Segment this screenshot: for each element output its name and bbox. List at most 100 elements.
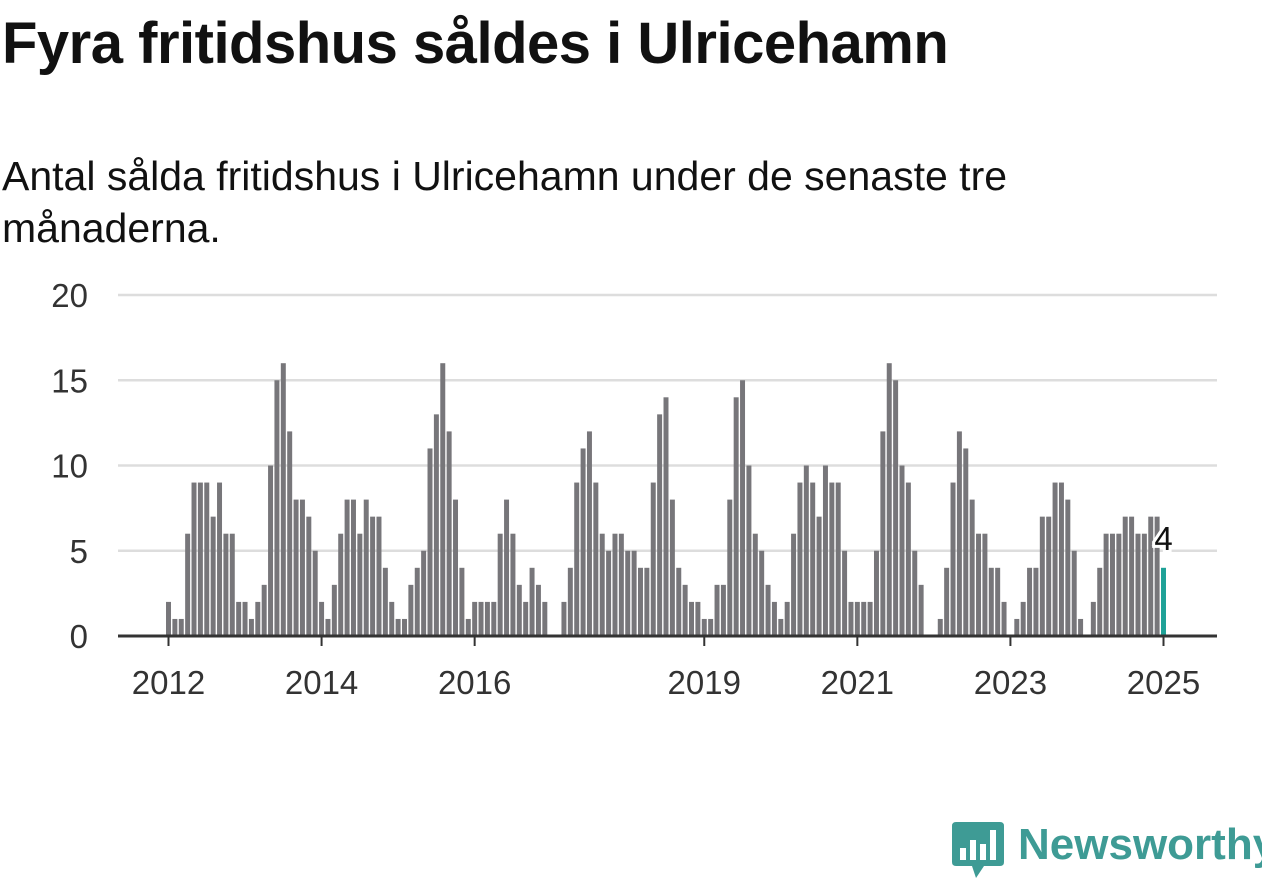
bar — [784, 601, 790, 636]
bar — [204, 482, 210, 636]
bar — [861, 601, 867, 636]
bar — [395, 618, 401, 636]
bar — [899, 465, 905, 636]
bar — [1014, 618, 1020, 636]
bar — [453, 499, 459, 636]
x-tick-label: 2021 — [821, 664, 894, 701]
bar — [312, 550, 318, 636]
bar — [893, 380, 899, 636]
bar — [1020, 601, 1026, 636]
bar — [1046, 516, 1052, 636]
bar — [223, 533, 229, 636]
bar — [217, 482, 223, 636]
bar — [886, 363, 892, 636]
bar — [319, 601, 325, 636]
bar — [344, 499, 350, 636]
bar — [650, 482, 656, 636]
y-axis: 0 5 10 15 20 — [51, 277, 88, 655]
bar — [778, 618, 784, 636]
bar — [185, 533, 191, 636]
bar — [1033, 567, 1039, 636]
x-tick-label: 2025 — [1127, 664, 1200, 701]
bar — [1078, 618, 1084, 636]
bar — [293, 499, 299, 636]
bar — [561, 601, 567, 636]
bar — [357, 533, 363, 636]
bar — [376, 516, 382, 636]
bar — [644, 567, 650, 636]
bar — [625, 550, 631, 636]
bar — [1001, 601, 1007, 636]
annotation: 4 — [1151, 517, 1175, 560]
bar — [854, 601, 860, 636]
bar — [299, 499, 305, 636]
bar — [663, 397, 669, 636]
bar — [689, 601, 695, 636]
bar — [759, 550, 765, 636]
bar — [835, 482, 841, 636]
bar — [842, 550, 848, 636]
bar — [969, 499, 975, 636]
bar — [516, 584, 522, 636]
bar — [484, 601, 490, 636]
bar — [708, 618, 714, 636]
bar — [873, 550, 879, 636]
bar — [963, 448, 969, 636]
x-tick-label: 2014 — [285, 664, 358, 701]
bar — [912, 550, 918, 636]
bar — [1052, 482, 1058, 636]
bar — [1109, 533, 1115, 636]
annotation-label: 4 — [1154, 520, 1172, 557]
bar — [950, 482, 956, 636]
bar — [1027, 567, 1033, 636]
x-tick-label: 2016 — [438, 664, 511, 701]
bar — [491, 601, 497, 636]
bar — [197, 482, 203, 636]
bar — [682, 584, 688, 636]
bar — [720, 584, 726, 636]
bar — [797, 482, 803, 636]
bar — [740, 380, 746, 636]
bar — [402, 618, 407, 636]
bar — [1097, 567, 1103, 636]
chart-bubble-icon — [952, 822, 1004, 878]
bar — [746, 465, 752, 636]
bar — [612, 533, 618, 636]
bar — [1103, 533, 1109, 636]
bar — [593, 482, 599, 636]
bar — [414, 567, 420, 636]
bar — [1154, 516, 1160, 636]
bar — [229, 533, 235, 636]
bar — [363, 499, 369, 636]
bar — [574, 482, 580, 636]
newsworthy-logo: Newsworthy — [952, 820, 1262, 878]
bar — [669, 499, 675, 636]
bar — [255, 601, 261, 636]
bar — [944, 567, 950, 636]
bar — [771, 601, 777, 636]
bar — [580, 448, 586, 636]
bar — [829, 482, 835, 636]
bar — [465, 618, 471, 636]
bar — [427, 448, 433, 636]
bar — [848, 601, 854, 636]
bar — [1065, 499, 1071, 636]
bar — [599, 533, 605, 636]
chart-subtitle: Antal sålda fritidshus i Ulricehamn unde… — [2, 153, 1008, 251]
bar — [714, 584, 720, 636]
bar — [1058, 482, 1064, 636]
bar — [497, 533, 503, 636]
bar — [1071, 550, 1077, 636]
bar — [178, 618, 184, 636]
bar — [236, 601, 242, 636]
bar — [421, 550, 427, 636]
bar — [382, 567, 388, 636]
bar — [1135, 533, 1141, 636]
bar — [261, 584, 267, 636]
bar — [440, 363, 446, 636]
bar — [274, 380, 280, 636]
bar — [1148, 516, 1154, 636]
x-tick-label: 2019 — [668, 664, 741, 701]
bar — [248, 618, 254, 636]
bar — [638, 567, 643, 636]
